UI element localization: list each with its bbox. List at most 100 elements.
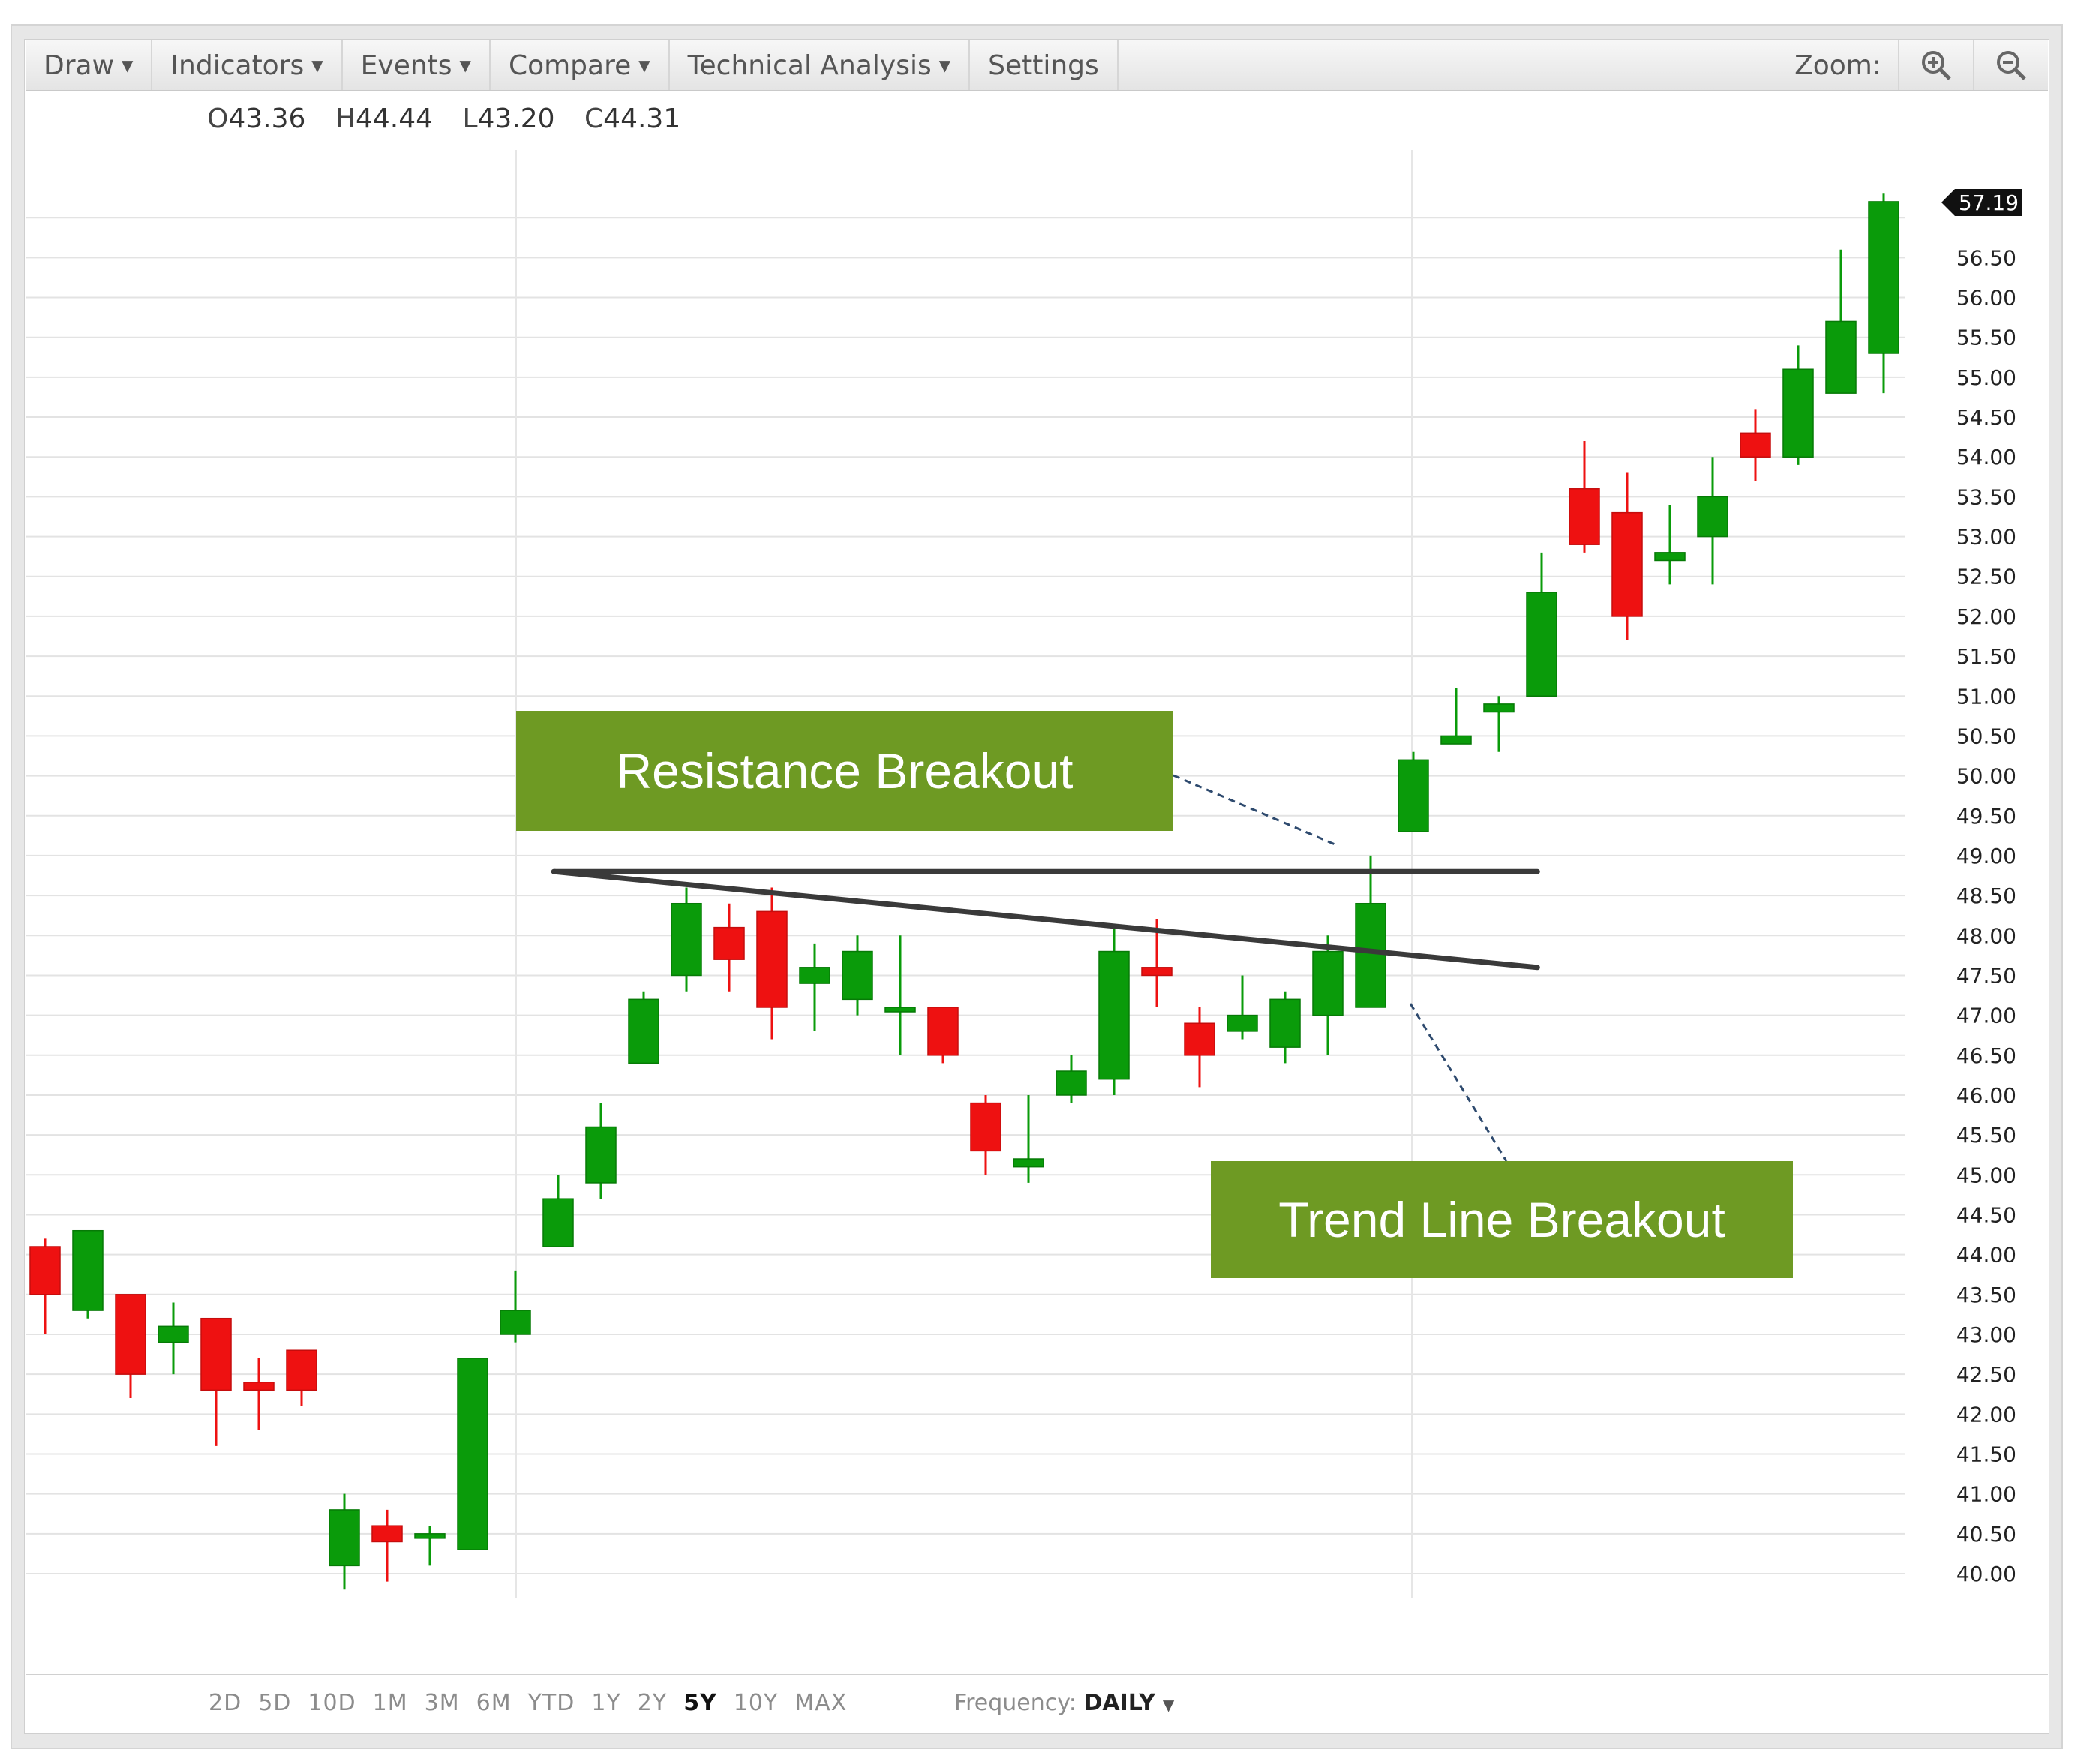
candle [799, 943, 830, 1031]
y-tick-label: 41.00 [1956, 1482, 2016, 1507]
candle-body [243, 1382, 275, 1391]
y-tick-label: 43.00 [1956, 1322, 2016, 1347]
draw-menu[interactable]: Draw ▼ [26, 40, 153, 90]
close-value: 44.31 [603, 104, 681, 134]
candle [1013, 1094, 1044, 1183]
range-5d[interactable]: 5D [258, 1690, 292, 1716]
candle-body [29, 1246, 61, 1295]
candle [927, 1006, 959, 1064]
candle-body [1782, 368, 1814, 458]
candle-body [713, 926, 745, 960]
candle-body [842, 950, 873, 1000]
candlestick-series [29, 194, 1899, 1590]
candle-body [1013, 1158, 1044, 1168]
y-tick-label: 41.50 [1956, 1442, 2016, 1466]
candle-body [756, 910, 788, 1008]
y-tick-label: 51.50 [1956, 644, 2016, 669]
candle [1269, 991, 1301, 1064]
compare-menu[interactable]: Compare ▼ [491, 40, 670, 90]
candle [1398, 752, 1429, 832]
candle [628, 991, 659, 1064]
candle-body [72, 1229, 104, 1311]
candle-body [1269, 998, 1301, 1048]
events-menu-label: Events [360, 50, 452, 81]
candle-body [1184, 1022, 1215, 1056]
indicators-menu[interactable]: Indicators ▼ [152, 40, 343, 90]
y-tick-label: 56.00 [1956, 286, 2016, 310]
candle-body [1312, 950, 1344, 1016]
candle-body [414, 1533, 446, 1539]
chevron-down-icon: ▼ [311, 56, 323, 74]
range-5y[interactable]: 5Y [683, 1690, 717, 1716]
settings-button[interactable]: Settings [970, 40, 1119, 90]
range-10d[interactable]: 10D [308, 1690, 356, 1716]
candle-body [1141, 967, 1173, 976]
y-tick-label: 46.50 [1956, 1043, 2016, 1068]
candle [713, 903, 745, 992]
technical-analysis-menu[interactable]: Technical Analysis ▼ [670, 40, 971, 90]
candle-body [1611, 512, 1643, 617]
low-label: L [462, 104, 478, 134]
range-2d[interactable]: 2D [209, 1690, 242, 1716]
range-ytd[interactable]: YTD [527, 1690, 575, 1716]
candle-body [1483, 704, 1515, 713]
candle [1056, 1054, 1087, 1103]
candle-body [970, 1102, 1001, 1152]
trend-connector-line [1409, 1003, 1508, 1162]
candle-body [1654, 552, 1686, 562]
candle [1227, 975, 1258, 1040]
zoom-out-button[interactable] [1973, 40, 2048, 90]
frequency-selector[interactable]: Frequency: DAILY ▼ [954, 1690, 1174, 1716]
drawn-lines [551, 868, 1540, 970]
y-tick-label: 54.50 [1956, 405, 2016, 430]
y-tick-label: 42.00 [1956, 1402, 2016, 1426]
range-max[interactable]: MAX [794, 1690, 848, 1716]
candle [1355, 855, 1386, 1008]
trend-line-breakout-callout: Trend Line Breakout [1211, 1161, 1793, 1278]
zoom-in-button[interactable] [1898, 40, 1973, 90]
range-6m[interactable]: 6M [476, 1690, 512, 1716]
candle [1569, 440, 1600, 553]
candle [329, 1493, 360, 1590]
y-tick-label: 47.50 [1956, 963, 2016, 988]
y-tick-label: 51.00 [1956, 684, 2016, 709]
candle-body [671, 902, 702, 976]
events-menu[interactable]: Events ▼ [343, 40, 491, 90]
range-10y[interactable]: 10Y [733, 1690, 779, 1716]
price-axis: 40.00 40.50 41.00 41.50 42.00 42.50 43.00 43.50… [1956, 245, 2016, 1586]
range-1y[interactable]: 1Y [591, 1690, 621, 1716]
y-tick-label: 55.50 [1956, 326, 2016, 350]
chart-toolbar: Draw ▼ Indicators ▼ Events ▼ Compare ▼ Techn… [26, 40, 2048, 91]
candle-body [329, 1509, 360, 1567]
candle-body [1740, 432, 1771, 458]
candle-body [457, 1358, 488, 1550]
y-tick-label: 54.00 [1956, 445, 2016, 470]
ohlc-readout: O43.36 H44.44 L43.20 C44.31 [207, 104, 701, 134]
candle-body [115, 1294, 146, 1375]
last-price-label: 57.19 [1959, 190, 2019, 215]
open-value: 43.36 [228, 104, 306, 134]
time-range-selector: 2D 5D 10D 1M 3M 6M YTD 1Y 2Y 5Y 10Y MAX [209, 1690, 863, 1716]
candle-body [200, 1317, 232, 1391]
candle-body [799, 967, 830, 984]
y-tick-label: 50.00 [1956, 764, 2016, 789]
range-3m[interactable]: 3M [424, 1690, 460, 1716]
indicators-menu-label: Indicators [170, 50, 305, 81]
range-1m[interactable]: 1M [372, 1690, 408, 1716]
y-tick-label: 40.00 [1956, 1562, 2016, 1586]
candle-body [884, 1006, 916, 1012]
range-2y[interactable]: 2Y [637, 1690, 668, 1716]
candle [286, 1349, 317, 1406]
candle [1098, 927, 1130, 1095]
candle [1312, 935, 1344, 1055]
settings-label: Settings [988, 50, 1099, 81]
chart-panel [24, 39, 2049, 1734]
candle-body [1098, 950, 1130, 1080]
candle-body [1056, 1070, 1087, 1096]
technical-analysis-menu-label: Technical Analysis [687, 50, 932, 81]
y-tick-label: 50.50 [1956, 724, 2016, 748]
candle-body [1868, 201, 1899, 354]
candle [842, 935, 873, 1016]
candle [115, 1294, 146, 1399]
